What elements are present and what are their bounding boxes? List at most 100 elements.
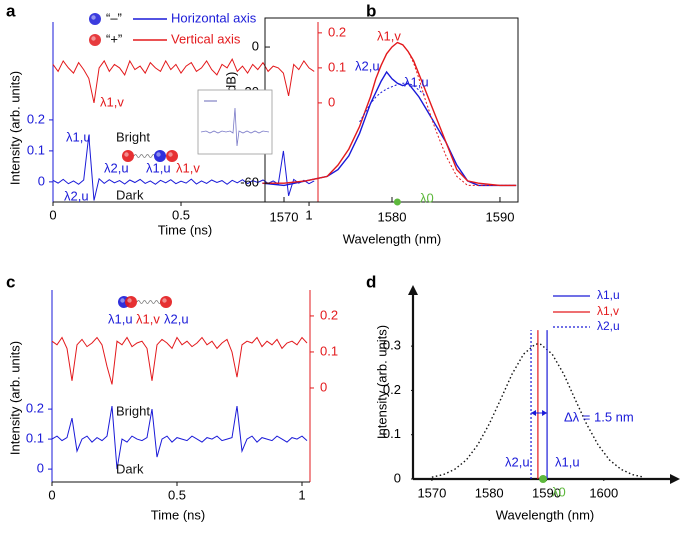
spectrum — [397, 42, 517, 186]
annotation: λ1,u — [108, 311, 133, 326]
legend-marker-label: “–” — [106, 10, 122, 25]
annotation: Dark — [116, 187, 144, 202]
delta-arrowhead — [542, 410, 548, 416]
y2-tick-label: 0.2 — [328, 24, 346, 39]
annotation: λ0 — [552, 484, 566, 499]
y-axis-label: Intensity (arb. units) — [7, 71, 22, 185]
y2-tick-label: 0.2 — [320, 307, 338, 322]
annotation: λ1,v — [136, 311, 160, 326]
molecule-atom — [160, 296, 172, 308]
inset-frame — [197, 89, 273, 155]
annotation: λ2,u — [64, 188, 89, 203]
molecule-highlight — [120, 298, 125, 303]
molecule-highlight — [156, 152, 161, 157]
molecule-highlight — [124, 152, 129, 157]
annotation: λ1,u — [404, 74, 429, 89]
molecule-highlight — [162, 298, 167, 303]
x-tick-label: 1580 — [475, 485, 504, 500]
y-tick-label: 0.1 — [26, 431, 44, 446]
spectrum — [359, 82, 425, 123]
annotation: Bright — [116, 129, 150, 144]
y2-tick-label: 0.1 — [320, 343, 338, 358]
y2-tick-label: 0.1 — [328, 59, 346, 74]
legend-label: λ1,v — [597, 304, 619, 318]
annotation: λ2,u — [355, 58, 380, 73]
legend-marker — [89, 13, 101, 25]
molecule-highlight — [168, 152, 173, 157]
legend-label: λ1,u — [597, 288, 620, 302]
annotation: Dark — [116, 461, 144, 476]
gaussian-envelope — [431, 343, 645, 478]
trace — [51, 336, 308, 385]
x-axis-label: Wavelength (nm) — [343, 231, 442, 246]
y-tick-label: 0.3 — [383, 338, 401, 353]
panel-label: a — [6, 1, 16, 20]
y-tick-label: 0.2 — [383, 382, 401, 397]
legend-marker-highlight — [91, 36, 96, 41]
annotation: λ1,v — [100, 94, 124, 109]
annotation: λ1,u — [146, 160, 171, 175]
y-axis-label: Intensity (arb. units) — [7, 341, 22, 455]
x-axis-label: Wavelength (nm) — [496, 507, 595, 522]
inset — [197, 89, 273, 155]
x-tick-label: 1 — [298, 487, 305, 502]
annotation: Δλ = 1.5 nm — [564, 409, 634, 424]
center-marker — [393, 198, 401, 206]
delta-arrowhead — [531, 410, 537, 416]
trace — [51, 406, 308, 470]
y-axis-label: Intensity (arb. units) — [374, 325, 389, 439]
molecule-atom — [166, 150, 178, 162]
molecule-bond — [133, 154, 156, 158]
annotation: λ1,u — [66, 129, 91, 144]
annotation: λ0 — [420, 190, 434, 205]
annotation: λ1,v — [176, 160, 200, 175]
x-tick-label: 1570 — [417, 485, 446, 500]
molecule-atom — [122, 150, 134, 162]
molecule-atom — [154, 150, 166, 162]
annotation: λ1,v — [377, 28, 401, 43]
x-tick-label: 0 — [48, 487, 55, 502]
panel-label: d — [366, 272, 376, 291]
y-tick-label: 0.1 — [383, 426, 401, 441]
x-tick-label: 0.5 — [168, 487, 186, 502]
annotation: λ2,u — [104, 160, 129, 175]
x-tick-label: 1590 — [486, 209, 515, 224]
panel-label: c — [6, 272, 15, 291]
inset-trace — [200, 107, 270, 147]
y-tick-label: 0 — [37, 461, 44, 476]
legend-marker-highlight — [91, 15, 96, 20]
annotation: λ2,u — [164, 311, 189, 326]
x-axis-label: Time (ns) — [151, 507, 205, 522]
center-marker — [539, 475, 548, 483]
legend-marker-label: “+” — [106, 31, 122, 46]
molecule-bond — [136, 300, 162, 304]
y2-tick-label: 0 — [320, 379, 327, 394]
y-tick-label: 0.2 — [26, 401, 44, 416]
x-tick-label: 0.5 — [172, 207, 190, 222]
x-axis-label: Time (ns) — [158, 222, 212, 237]
y-tick-label: -60 — [240, 175, 259, 190]
y-axis-arrow — [408, 285, 418, 295]
x-tick-label: 1570 — [270, 209, 299, 224]
x-tick-label: 1590 — [532, 485, 561, 500]
x-axis-arrow — [670, 474, 680, 484]
y-tick-label: 0.2 — [27, 111, 45, 126]
molecule-highlight — [127, 298, 132, 303]
trace — [52, 57, 315, 104]
legend-marker — [89, 34, 101, 46]
trace — [52, 135, 315, 201]
legend-label: λ2,u — [597, 319, 620, 333]
legend-label: Vertical axis — [171, 31, 241, 46]
legend-label: Horizontal axis — [171, 10, 257, 25]
annotation: Bright — [116, 403, 150, 418]
y-tick-label: 0 — [252, 38, 259, 53]
annotation: λ1,u — [555, 454, 580, 469]
spectrum — [262, 70, 517, 187]
y-tick-label: 0 — [38, 173, 45, 188]
x-tick-label: 1600 — [589, 485, 618, 500]
x-tick-label: 0 — [49, 207, 56, 222]
y2-tick-label: 0 — [328, 94, 335, 109]
molecule-atom — [125, 296, 137, 308]
